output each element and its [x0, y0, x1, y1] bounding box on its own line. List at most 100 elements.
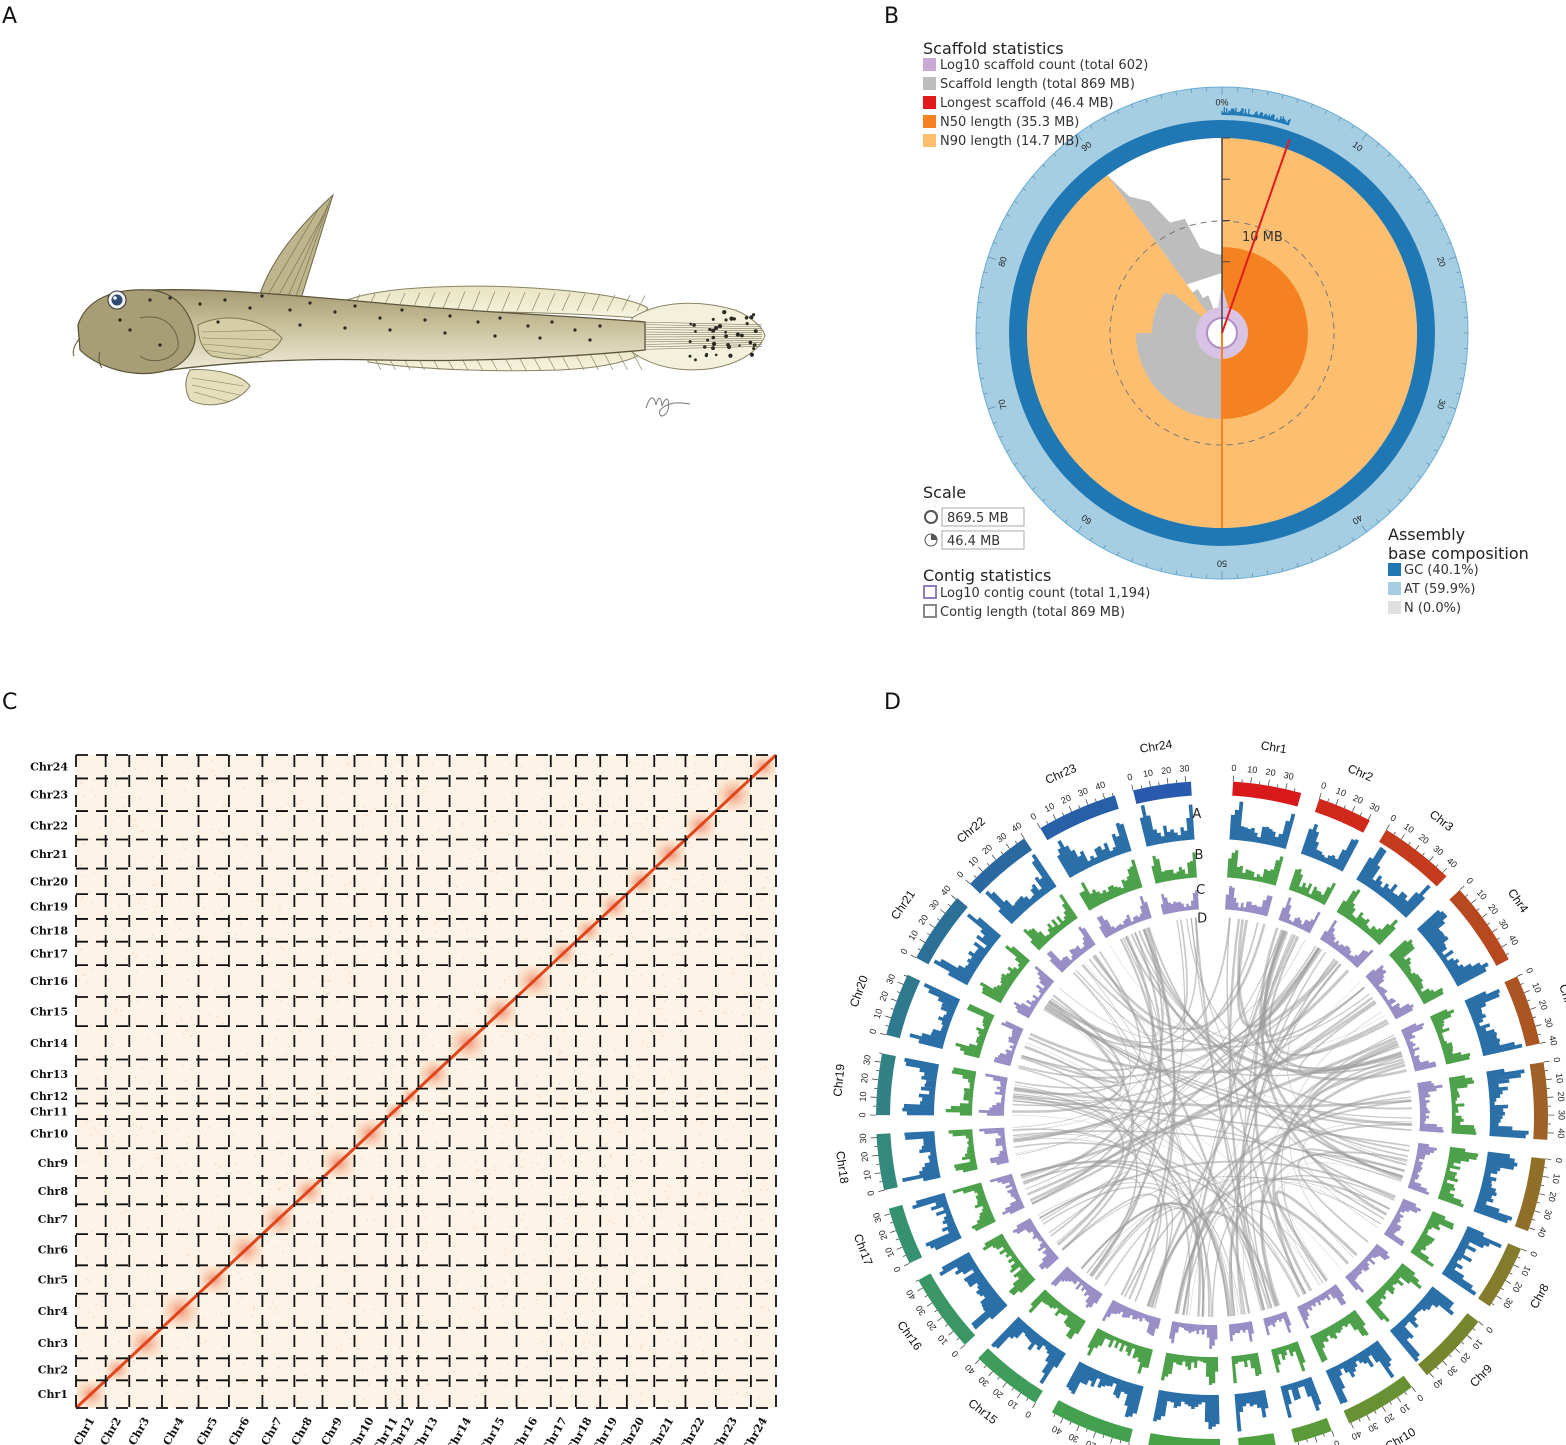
- track-c-gc-content: [993, 1020, 1024, 1067]
- ideogram-chr6: [1529, 1062, 1548, 1140]
- synteny-link: [1201, 1215, 1262, 1317]
- track-a-gene-density: [1416, 909, 1489, 987]
- synteny-link: [1061, 1193, 1163, 1302]
- synteny-link: [1080, 1202, 1232, 1317]
- circos-tick-label: 10: [1142, 767, 1154, 779]
- ideogram-chr7: [1514, 1157, 1546, 1232]
- track-c-gc-content: [1345, 1243, 1390, 1293]
- scaffold-legend-label: Scaffold length (total 869 MB): [940, 77, 1135, 92]
- synteny-link: [1286, 958, 1407, 1163]
- circos-tick-label: 0: [865, 1190, 876, 1197]
- circos-label-chr19: Chr19: [830, 1063, 847, 1097]
- hic-y-label: Chr24: [30, 761, 68, 774]
- synteny-link: [1259, 1151, 1408, 1307]
- base-composition-title-2: base composition: [1388, 544, 1529, 563]
- track-a-gene-density: [1300, 823, 1360, 872]
- circos-tick-label: 40: [1431, 1376, 1445, 1390]
- circos-label-chr21: Chr21: [888, 887, 918, 922]
- circos-tick-label: 10: [883, 1246, 896, 1259]
- circos-tick-label: 20: [1265, 767, 1277, 779]
- track-c-gc-content: [1278, 897, 1321, 934]
- track-b-repeat-density: [979, 944, 1031, 1004]
- percent-tick-label: 90: [1079, 139, 1093, 153]
- scaffold-length-area: [1136, 333, 1222, 419]
- circos-tick-label: 30: [1542, 1208, 1554, 1220]
- hic-y-label: Chr5: [38, 1274, 68, 1287]
- circos-label-chr15: Chr15: [966, 1396, 1001, 1427]
- ideogram-chr11: [1291, 1417, 1332, 1443]
- circos-tick-label: 40: [963, 1362, 977, 1376]
- track-b-repeat-density: [1288, 868, 1336, 906]
- panel-letter-b: B: [884, 4, 900, 29]
- hic-x-label: Chr20: [617, 1415, 647, 1445]
- synteny-link: [1237, 919, 1407, 1081]
- track-a-gene-density: [912, 1192, 962, 1251]
- hic-y-label: Chr12: [30, 1090, 68, 1103]
- track-c-gc-content: [1228, 1321, 1255, 1342]
- hic-x-label: Chr18: [564, 1415, 594, 1445]
- circos-label-chr23: Chr23: [1043, 761, 1079, 787]
- track-c-gc-content: [989, 1173, 1025, 1216]
- track-a-gene-density: [1057, 822, 1132, 879]
- track-b-repeat-density: [1160, 1352, 1219, 1385]
- circos-tick-label: 20: [1161, 765, 1172, 776]
- track-b-repeat-density: [945, 1067, 977, 1116]
- circos-tick-label: 10: [858, 1091, 869, 1102]
- percent-tick-label: 70: [996, 398, 1009, 411]
- track-c-gc-content: [1101, 1299, 1161, 1337]
- track-b-repeat-density: [952, 1182, 996, 1232]
- base-legend-label: N (0.0%): [1404, 601, 1461, 616]
- circos-tick-label: 0: [899, 947, 910, 956]
- synteny-link: [1134, 932, 1370, 1044]
- track-b-repeat-density: [1023, 894, 1078, 951]
- scale-label-10mb: 10 MB: [1242, 230, 1283, 245]
- synteny-link: [1297, 1154, 1405, 1243]
- hic-x-label: Chr1: [71, 1415, 97, 1445]
- synteny-link: [1092, 923, 1266, 1031]
- ring-label-a: A: [1192, 807, 1201, 822]
- synteny-link: [1147, 927, 1404, 1179]
- ideogram-chr14: [1051, 1400, 1133, 1443]
- circos-tick-label: 0: [1231, 763, 1237, 773]
- circos-tick-label: 20: [1556, 1091, 1566, 1102]
- circos-label-chr3: Chr3: [1427, 807, 1456, 834]
- circos-tick-label: 0: [1029, 811, 1038, 822]
- synteny-link: [1012, 1100, 1402, 1182]
- synteny-link: [1146, 1177, 1391, 1307]
- synteny-link: [1261, 929, 1388, 1216]
- scaffold-legend-swatch: [923, 96, 936, 109]
- percent-tick-label: 0%: [1215, 97, 1228, 107]
- track-a-gene-density: [991, 1316, 1066, 1385]
- circos-tick-label: 10: [872, 1007, 885, 1020]
- circos-tick-label: 40: [1556, 1128, 1566, 1138]
- track-c-gc-content: [1225, 885, 1273, 917]
- synteny-link: [1262, 934, 1350, 1038]
- track-b-repeat-density: [1086, 1328, 1153, 1374]
- synteny-link: [1043, 917, 1231, 1048]
- track-c-gc-content: [1263, 1311, 1292, 1336]
- circos-tick-label: 30: [1283, 770, 1295, 782]
- scale-box-longest: 46.4 MB: [924, 530, 1025, 550]
- assembly-snail-plot: 10 MB 0% 10 20 30 40 50 60 70 80 90: [975, 86, 1469, 580]
- hic-x-label: Chr9: [319, 1415, 345, 1445]
- track-c-gc-content: [1050, 1266, 1103, 1308]
- synteny-link: [1307, 1055, 1409, 1158]
- circos-tick-label: 20: [1486, 902, 1500, 916]
- synteny-link: [1226, 917, 1307, 1294]
- circos-tick-label: 10: [1471, 1337, 1485, 1351]
- synteny-link: [1026, 1042, 1342, 1270]
- synteny-link: [1045, 1004, 1413, 1119]
- percent-tick-label: 60: [1079, 513, 1093, 527]
- synteny-link: [1020, 1036, 1397, 1179]
- track-c-gc-content: [1297, 1284, 1347, 1329]
- track-c-gc-content: [1096, 895, 1152, 939]
- track-c-gc-content: [1046, 926, 1096, 973]
- circos-tick-label: 10: [861, 1169, 873, 1181]
- circos-tick-label: 0: [955, 869, 966, 880]
- hic-y-label: Chr21: [30, 848, 68, 861]
- track-c-gc-content: [1160, 889, 1199, 915]
- hic-y-label: Chr8: [38, 1185, 69, 1198]
- percent-tick-label: 50: [1217, 559, 1227, 569]
- circos-tick-label: 10: [1006, 1397, 1020, 1411]
